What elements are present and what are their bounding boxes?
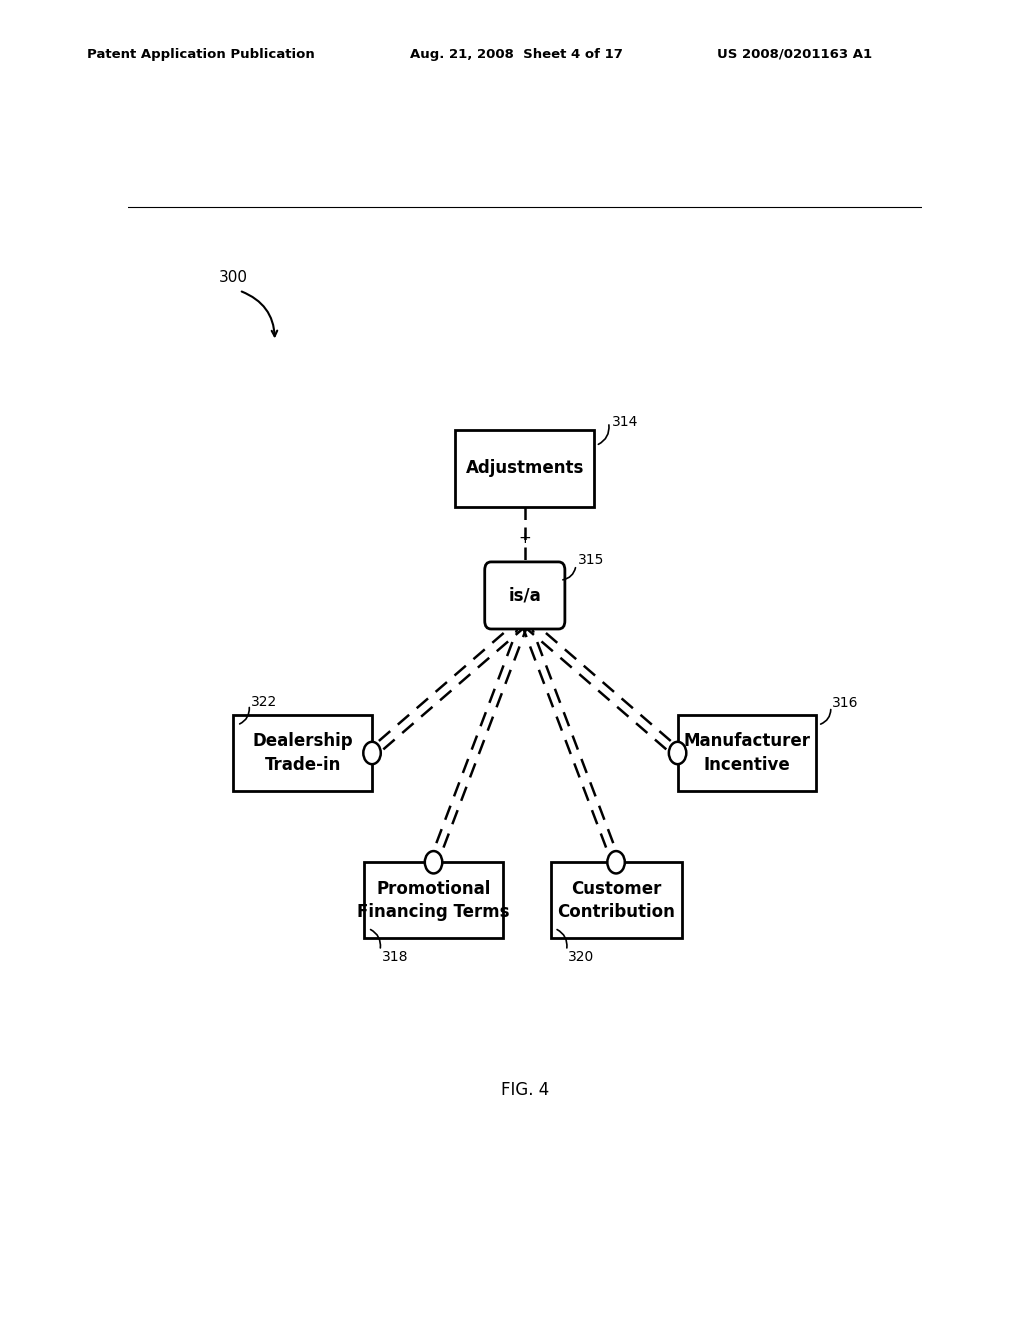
Text: Customer
Contribution: Customer Contribution [557, 879, 675, 921]
Text: 320: 320 [568, 950, 594, 964]
Text: Dealership
Trade-in: Dealership Trade-in [252, 733, 353, 774]
Text: 314: 314 [611, 416, 638, 429]
FancyBboxPatch shape [484, 562, 565, 630]
Text: US 2008/0201163 A1: US 2008/0201163 A1 [717, 48, 871, 61]
Text: Patent Application Publication: Patent Application Publication [87, 48, 314, 61]
Text: +: + [518, 531, 531, 545]
Text: Adjustments: Adjustments [466, 459, 584, 478]
Text: 322: 322 [251, 694, 276, 709]
Circle shape [669, 742, 686, 764]
Text: FIG. 4: FIG. 4 [501, 1081, 549, 1100]
Bar [551, 862, 682, 939]
Text: Aug. 21, 2008  Sheet 4 of 17: Aug. 21, 2008 Sheet 4 of 17 [410, 48, 623, 61]
Text: Promotional
Financing Terms: Promotional Financing Terms [357, 879, 510, 921]
Bar [678, 715, 816, 791]
Bar [365, 862, 503, 939]
Bar [233, 715, 372, 791]
Text: 316: 316 [833, 696, 859, 710]
Bar [456, 430, 594, 507]
Text: 300: 300 [219, 271, 248, 285]
Text: 318: 318 [382, 950, 408, 964]
Text: 315: 315 [579, 553, 605, 566]
Circle shape [425, 851, 442, 874]
Text: is/a: is/a [509, 586, 541, 605]
Circle shape [364, 742, 381, 764]
Text: Manufacturer
Incentive: Manufacturer Incentive [683, 733, 811, 774]
Circle shape [607, 851, 625, 874]
